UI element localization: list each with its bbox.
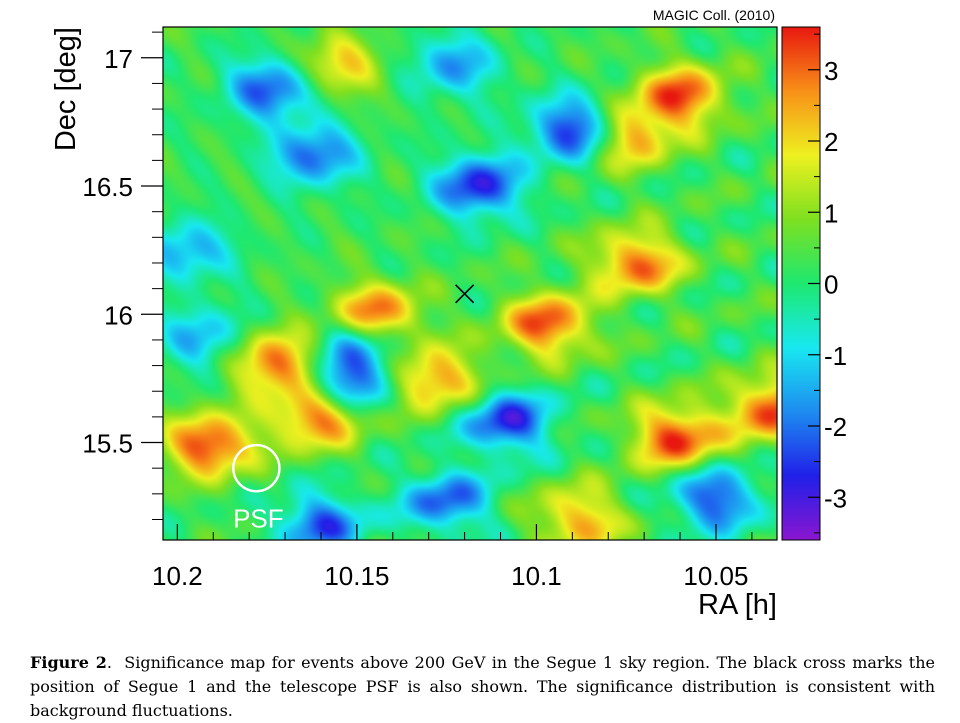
- markers: PSF: [232, 284, 475, 533]
- segue1-cross-marker: [455, 284, 475, 304]
- colorbar-tick-label: 2: [824, 127, 838, 157]
- colorbar-tick-label: 1: [824, 198, 838, 228]
- y-tick-label: 16.5: [82, 172, 133, 202]
- y-tick-label: 15.5: [82, 429, 133, 459]
- y-axis-title: Dec [deg]: [50, 27, 82, 151]
- figure-caption: Figure 2. Significance map for events ab…: [30, 651, 935, 723]
- y-tick-label: 16: [104, 300, 133, 330]
- credit-label: MAGIC Coll. (2010): [653, 7, 775, 23]
- caption-label-period: .: [106, 653, 112, 672]
- colorbar-tick-label: -2: [824, 412, 847, 442]
- colorbar-axis: -3 -2 -1 0 1 2 3: [808, 33, 847, 534]
- x-tick-label: 10.1: [511, 561, 562, 591]
- x-tick-label: 10.2: [152, 561, 203, 591]
- y-tick-label: 17: [104, 44, 133, 74]
- significance-heatmap: [163, 27, 777, 540]
- plot-frame: [162, 26, 778, 541]
- colorbar-tick-label: -1: [824, 341, 847, 371]
- x-tick-label: 10.15: [324, 561, 389, 591]
- colorbar-tick-label: -3: [824, 483, 847, 513]
- psf-circle-marker: [232, 443, 281, 493]
- colorbar-tick-label: 0: [824, 270, 838, 300]
- y-axis: 15.5 16 16.5 17: [82, 31, 163, 520]
- caption-text: Significance map for events above 200 Ge…: [30, 653, 936, 720]
- x-axis-title: RA [h]: [698, 589, 777, 621]
- x-axis: 10.2 10.15 10.1 10.05: [152, 524, 753, 591]
- colorbar-tick-label: 3: [824, 56, 838, 86]
- psf-label: PSF: [233, 503, 284, 533]
- caption-figure-label: Figure 2: [30, 653, 107, 672]
- x-tick-label: 10.05: [683, 561, 748, 591]
